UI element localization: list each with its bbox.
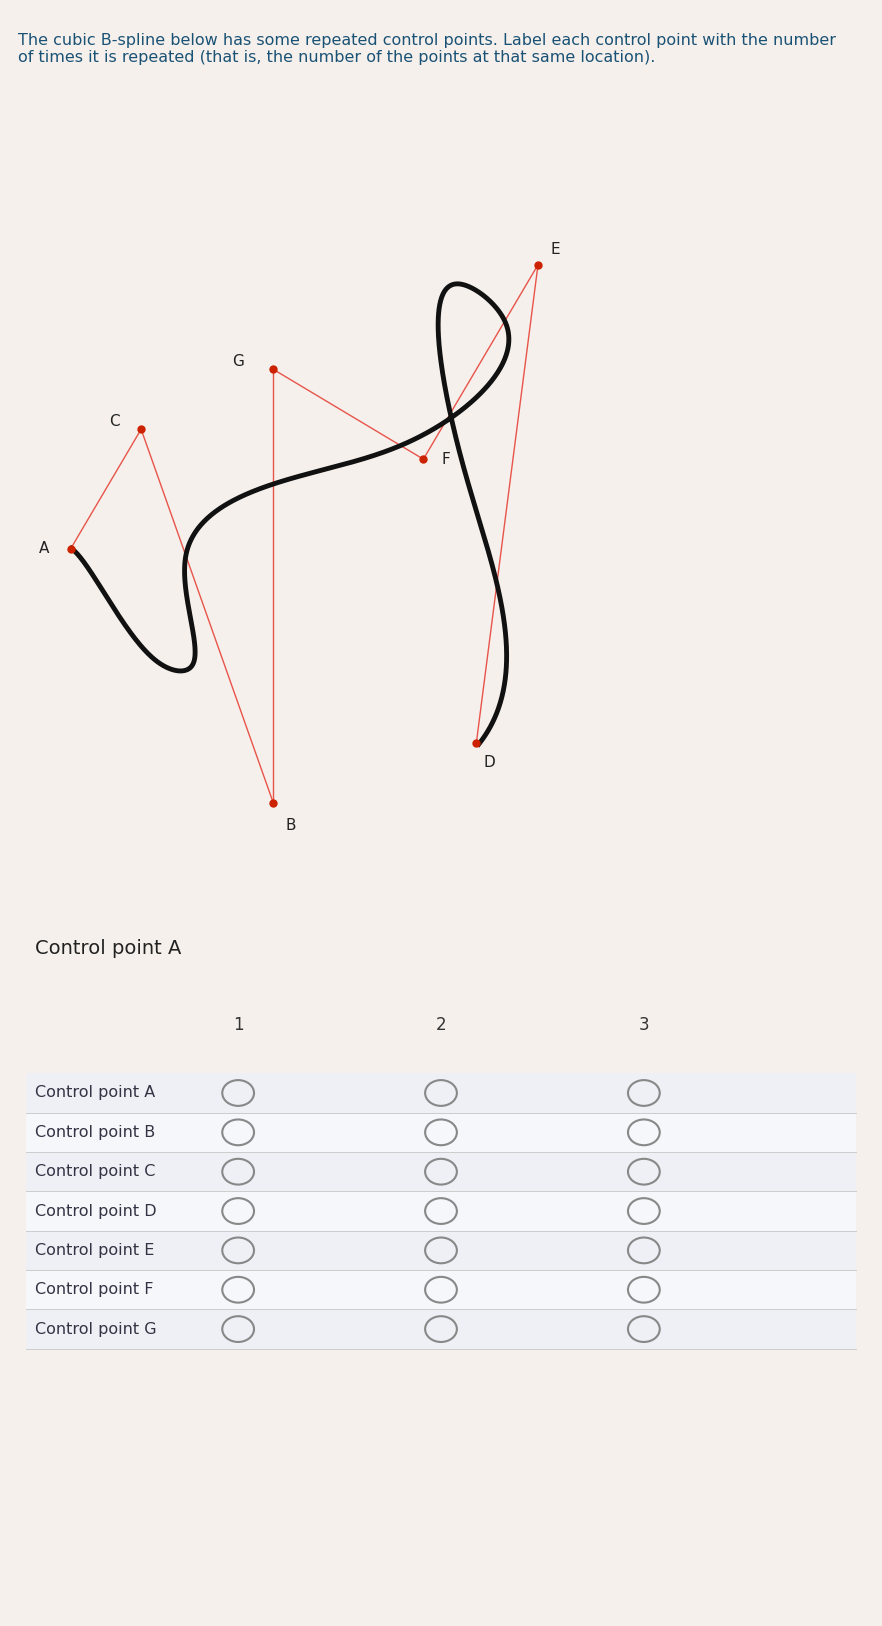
Text: 3: 3 — [639, 1016, 649, 1034]
Text: D: D — [483, 754, 496, 769]
Text: 1: 1 — [233, 1016, 243, 1034]
Text: Control point G: Control point G — [35, 1322, 157, 1337]
Text: C: C — [109, 415, 120, 429]
Text: Control point F: Control point F — [35, 1283, 153, 1298]
Text: Control point A: Control point A — [35, 1086, 155, 1101]
Bar — [26, 1309, 856, 1350]
Text: A: A — [39, 541, 49, 556]
Text: Control point C: Control point C — [35, 1164, 155, 1179]
Text: Control point A: Control point A — [35, 940, 182, 958]
Text: B: B — [286, 818, 296, 833]
Bar — [26, 1112, 856, 1151]
Bar — [26, 1073, 856, 1112]
Bar — [26, 1151, 856, 1192]
Text: The cubic B-spline below has some repeated control points. Label each control po: The cubic B-spline below has some repeat… — [18, 33, 835, 65]
Text: E: E — [551, 242, 560, 257]
Bar — [26, 1192, 856, 1231]
Text: F: F — [441, 452, 450, 467]
Text: G: G — [232, 354, 244, 369]
Text: 2: 2 — [436, 1016, 446, 1034]
Text: Control point E: Control point E — [35, 1242, 154, 1259]
Text: Control point D: Control point D — [35, 1203, 157, 1218]
Text: Control point B: Control point B — [35, 1125, 155, 1140]
Bar — [26, 1231, 856, 1270]
Bar — [26, 1270, 856, 1309]
